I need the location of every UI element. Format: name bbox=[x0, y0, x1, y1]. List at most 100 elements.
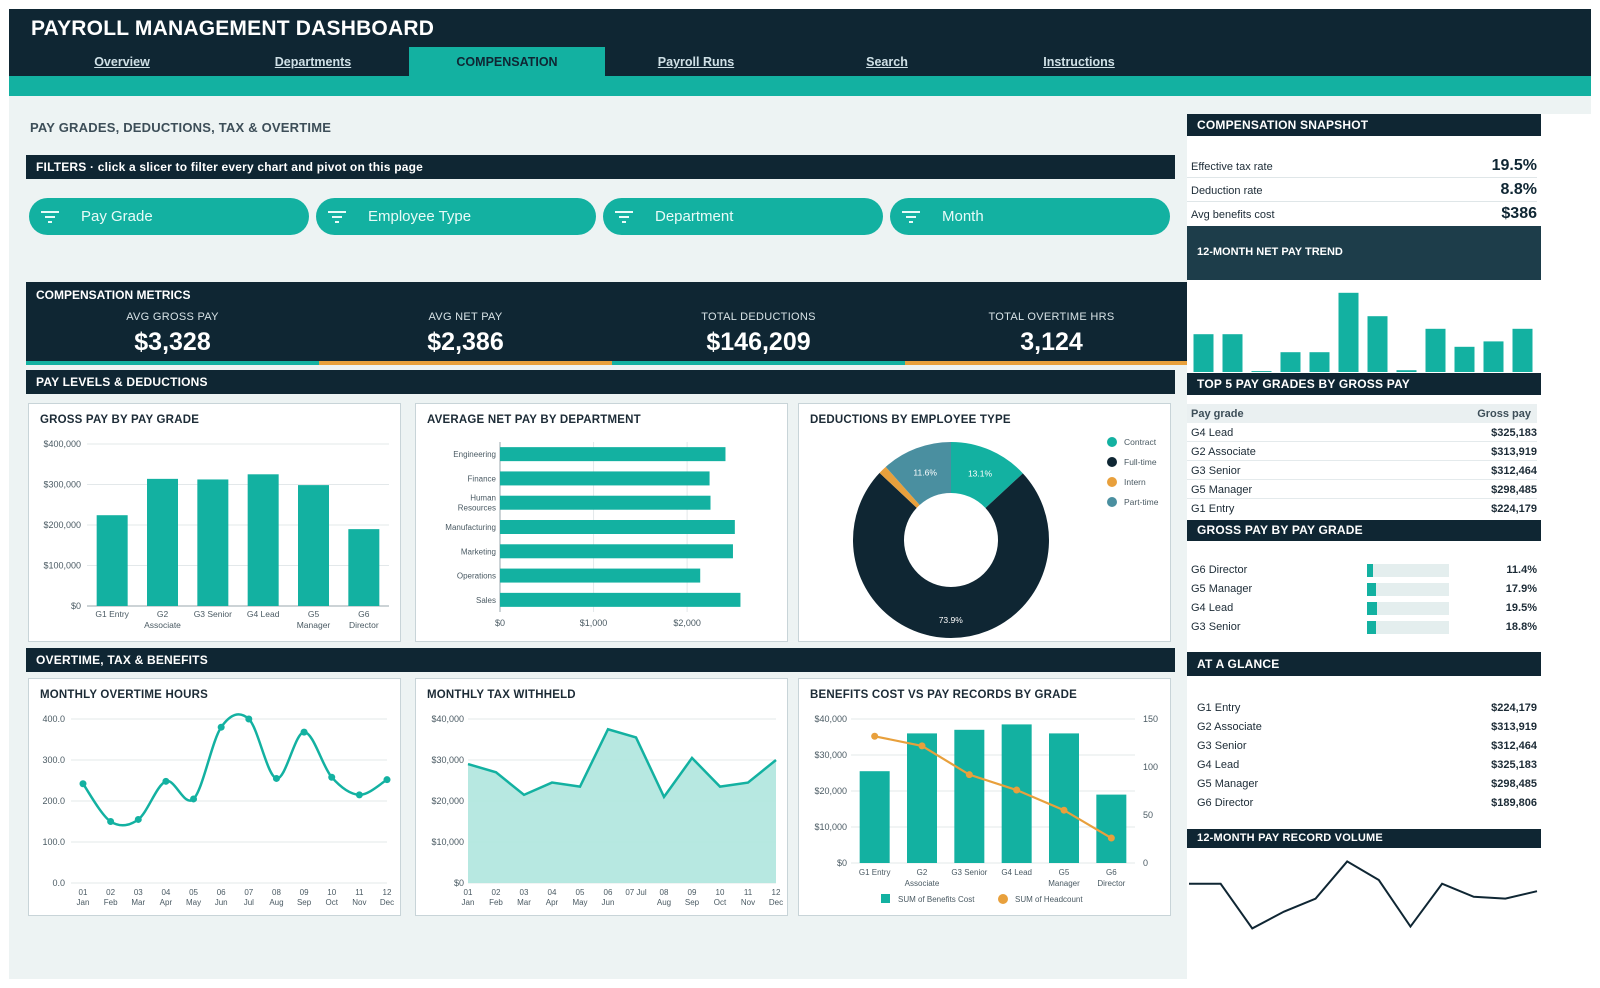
data-point bbox=[134, 815, 142, 823]
x-tick-label: Manager bbox=[1048, 879, 1080, 888]
slicer-department[interactable]: Department bbox=[603, 198, 883, 235]
slicer-label: Month bbox=[942, 208, 984, 225]
metric-label: AVG NET PAY bbox=[428, 311, 503, 323]
databar-track bbox=[1367, 602, 1449, 615]
pay-grade-label: G6 Director bbox=[1197, 797, 1254, 809]
pay-grade-label: G3 Senior bbox=[1191, 621, 1241, 633]
snapshot-value: 19.5% bbox=[1491, 157, 1537, 174]
chart-title: DEDUCTIONS BY EMPLOYEE TYPE bbox=[810, 414, 1011, 426]
pay-grade-label: G5 Manager bbox=[1191, 583, 1253, 595]
x-tick-label: Feb bbox=[489, 898, 503, 907]
deductions-donut-chart: 13.1% 73.9% 11.6% Contract Full-time Intern Pa… bbox=[853, 437, 1159, 638]
benefits-combo-chart: $0 $10,000 $20,000 $30,000 $40,000 0 50 100 150 G… bbox=[814, 714, 1158, 904]
bar-g2-associate bbox=[147, 478, 178, 606]
legend-label: Contract bbox=[1124, 437, 1157, 447]
bar-g3-senior bbox=[954, 729, 985, 863]
data-point bbox=[965, 771, 973, 779]
databar-row: G3 Senior 18.8% bbox=[1187, 618, 1537, 637]
tab-payroll-runs[interactable]: Payroll Runs bbox=[657, 55, 735, 69]
trend-bar bbox=[1425, 328, 1446, 372]
data-point bbox=[190, 795, 198, 803]
legend-label: Part-time bbox=[1124, 497, 1159, 507]
y-tick-label: Human bbox=[470, 494, 496, 503]
bar-g1-entry bbox=[859, 771, 890, 863]
chart-title: BENEFITS COST VS PAY RECORDS BY GRADE bbox=[810, 689, 1078, 701]
x-tick-label: 09 bbox=[300, 888, 309, 897]
x-tick-label: Sep bbox=[685, 898, 700, 907]
y-tick-label: $30,000 bbox=[814, 750, 847, 760]
x-tick-label: May bbox=[572, 898, 587, 907]
data-point bbox=[1013, 786, 1021, 794]
legend-label: SUM of Benefits Cost bbox=[898, 895, 975, 904]
x-tick-label: G6 bbox=[358, 609, 370, 619]
overtime-series-line bbox=[81, 713, 388, 827]
pay-record-volume-chart bbox=[1189, 860, 1538, 930]
databar-fill bbox=[1367, 564, 1373, 577]
bar-finance bbox=[500, 471, 710, 486]
top5-row: G1 Entry $224,179 bbox=[1187, 499, 1537, 518]
trend-bar bbox=[1367, 316, 1388, 372]
bar-g5-manager bbox=[298, 485, 329, 606]
x-tick-label: Dec bbox=[380, 898, 394, 907]
trend-bar bbox=[1222, 334, 1243, 372]
y-tick-label: Resources bbox=[458, 504, 496, 513]
filter-icon bbox=[902, 211, 920, 223]
x-tick-label: Jan bbox=[462, 898, 475, 907]
snapshot-value: $386 bbox=[1501, 205, 1537, 222]
gross-pay-value: $313,919 bbox=[1491, 446, 1537, 458]
databar-track bbox=[1367, 583, 1449, 596]
x-tick-label: 04 bbox=[548, 888, 557, 897]
trend-bar bbox=[1454, 346, 1475, 372]
legend-swatch bbox=[881, 894, 890, 903]
tab-search[interactable]: Search bbox=[866, 55, 908, 69]
net-pay-trend-chart bbox=[1193, 292, 1533, 372]
y-tick-label: $20,000 bbox=[814, 786, 847, 796]
y-tick-label: $0 bbox=[837, 858, 847, 868]
pay-grade-label: G4 Lead bbox=[1197, 759, 1240, 771]
y-tick-label: Marketing bbox=[461, 547, 496, 556]
right-sidebar: COMPENSATION SNAPSHOT Effective tax rate… bbox=[1187, 114, 1591, 979]
snapshot-label: Effective tax rate bbox=[1191, 161, 1273, 173]
page-section-title: PAY GRADES, DEDUCTIONS, TAX & OVERTIME bbox=[30, 120, 332, 135]
tab-instructions[interactable]: Instructions bbox=[1043, 55, 1115, 69]
monthly-overtime-panel: 0.0 100.0 200.0 300.0 400.0 01 Jan 02 Feb 03 Mar 04… bbox=[28, 678, 401, 916]
share-value: 18.8% bbox=[1505, 621, 1537, 633]
pay-grade-label: G1 Entry bbox=[1191, 503, 1235, 515]
pay-grade-label: G4 Lead bbox=[1191, 602, 1234, 614]
pay-grade-label: G5 Manager bbox=[1197, 778, 1259, 790]
top5-row: G3 Senior $312,464 bbox=[1187, 461, 1537, 480]
x-tick-label: 07 Jul bbox=[625, 888, 647, 897]
x-tick-label: Dec bbox=[769, 898, 783, 907]
slicer-month[interactable]: Month bbox=[890, 198, 1170, 235]
metric-value: $2,386 bbox=[427, 328, 504, 356]
deductions-by-type-panel: 13.1% 73.9% 11.6% Contract Full-time Intern Pa… bbox=[798, 403, 1171, 642]
slice-part-time bbox=[885, 442, 951, 505]
glance-row: G6 Director $189,806 bbox=[1193, 794, 1537, 813]
tab-compensation[interactable]: COMPENSATION bbox=[409, 47, 605, 76]
top5-column-headers: Pay grade Gross pay bbox=[1187, 404, 1537, 423]
slicer-pay-grade[interactable]: Pay Grade bbox=[29, 198, 309, 235]
tab-departments[interactable]: Departments bbox=[274, 55, 352, 69]
legend-label: Full-time bbox=[1124, 457, 1157, 467]
x-tick-label: 10 bbox=[716, 888, 725, 897]
data-point bbox=[918, 742, 926, 750]
slicer-employee-type[interactable]: Employee Type bbox=[316, 198, 596, 235]
trend-bar bbox=[1483, 341, 1504, 372]
y-tick-label: $0 bbox=[71, 601, 81, 611]
x-tick-label: Director bbox=[1097, 879, 1125, 888]
y-tick-label: 400.0 bbox=[42, 714, 65, 724]
share-value: 19.5% bbox=[1505, 602, 1537, 614]
x-tick-label: Manager bbox=[297, 620, 331, 630]
x-tick-label: 10 bbox=[327, 888, 336, 897]
x-tick-label: G1 Entry bbox=[859, 868, 891, 877]
filter-icon bbox=[328, 211, 346, 223]
tab-overview[interactable]: Overview bbox=[94, 55, 150, 69]
volume-header: 12-MONTH PAY RECORD VOLUME bbox=[1187, 829, 1541, 848]
glance-row: G4 Lead $325,183 bbox=[1193, 756, 1537, 775]
metric-label: AVG GROSS PAY bbox=[126, 311, 219, 323]
x-tick-label: 05 bbox=[576, 888, 585, 897]
metric-value: $146,209 bbox=[706, 328, 811, 356]
y-tick-label: $20,000 bbox=[431, 796, 464, 806]
trend-header-block: 12-MONTH NET PAY TREND bbox=[1187, 226, 1541, 280]
